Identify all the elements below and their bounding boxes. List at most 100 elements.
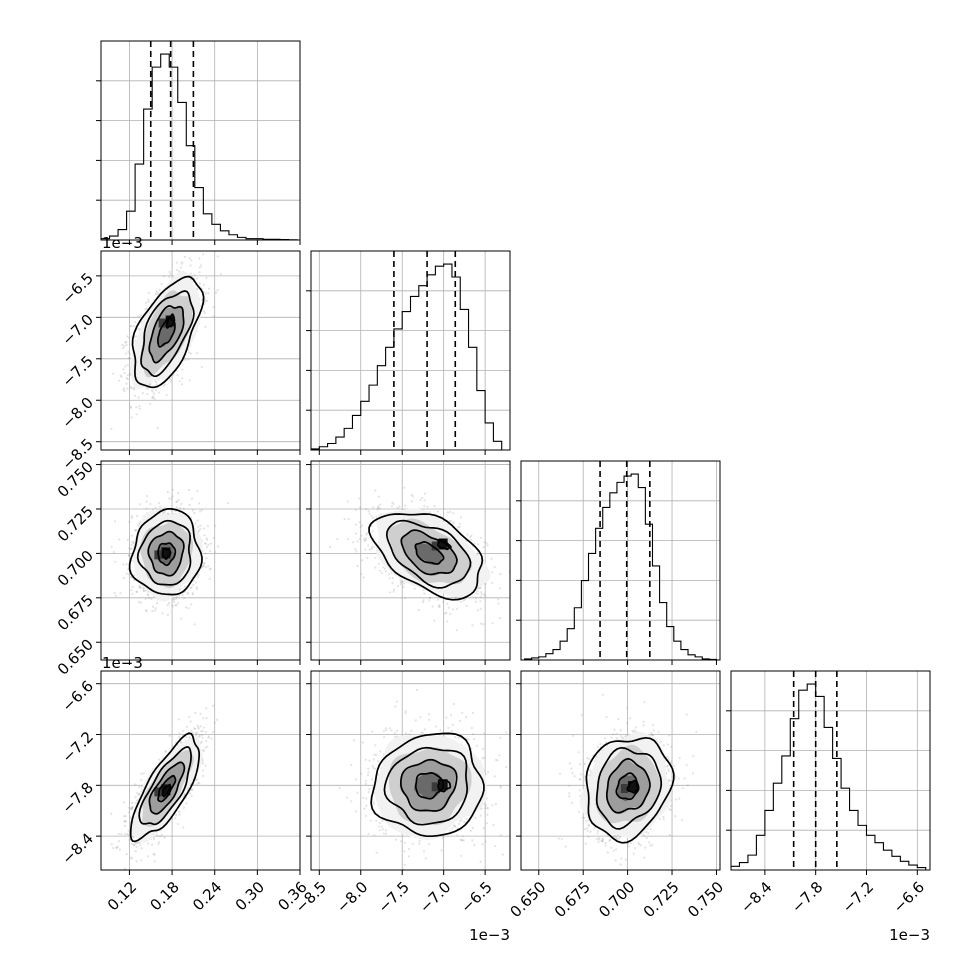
scatter-point bbox=[189, 352, 192, 355]
scatter-point bbox=[171, 495, 174, 498]
scatter-point bbox=[436, 510, 439, 513]
scatter-point bbox=[133, 388, 136, 391]
scatter-point bbox=[198, 257, 201, 260]
scatter-point bbox=[458, 522, 461, 525]
scatter-point bbox=[433, 619, 436, 622]
scatter-point bbox=[214, 524, 217, 527]
scatter-point bbox=[167, 602, 171, 605]
scatter-point bbox=[376, 505, 379, 508]
scatter-point bbox=[151, 390, 154, 393]
scatter-point bbox=[367, 544, 370, 547]
scatter-point bbox=[180, 502, 183, 505]
scatter-point bbox=[204, 300, 207, 303]
contour-line bbox=[148, 305, 185, 364]
scatter-point bbox=[135, 406, 138, 409]
scatter-point bbox=[370, 547, 373, 551]
scatter-point bbox=[203, 312, 206, 315]
scatter-point bbox=[356, 564, 359, 568]
scatter-point bbox=[125, 853, 128, 856]
scatter-point bbox=[365, 537, 368, 540]
scatter-point bbox=[454, 596, 458, 599]
scatter-point bbox=[120, 375, 123, 378]
scatter-point bbox=[182, 507, 185, 510]
scatter-point bbox=[138, 584, 141, 587]
scatter-point bbox=[473, 542, 476, 545]
scatter-point bbox=[126, 377, 129, 381]
scatter-point bbox=[469, 535, 472, 539]
scatter-point bbox=[133, 394, 137, 397]
histogram-step bbox=[101, 53, 298, 240]
scatter-point bbox=[189, 272, 192, 275]
scatter-point bbox=[124, 365, 127, 368]
scatter-point bbox=[387, 573, 391, 576]
scatter-point bbox=[362, 576, 365, 579]
scatter-point bbox=[195, 587, 199, 591]
scatter-point bbox=[191, 509, 194, 512]
scatter-point bbox=[360, 572, 363, 576]
scatter-point bbox=[343, 518, 346, 521]
scatter-point bbox=[127, 573, 130, 576]
scatter-point bbox=[179, 266, 182, 269]
scatter-point bbox=[206, 538, 209, 541]
scatter-point bbox=[499, 572, 502, 576]
scatter-point bbox=[197, 574, 200, 577]
scatter-point bbox=[476, 609, 480, 612]
scatter-point bbox=[214, 551, 217, 554]
scatter-point bbox=[181, 593, 184, 597]
scatter-point bbox=[142, 587, 145, 590]
scatter-point bbox=[479, 595, 482, 599]
scatter-point bbox=[130, 516, 133, 520]
scatter-point bbox=[354, 548, 357, 551]
scatter-point bbox=[202, 310, 206, 313]
scatter-point bbox=[175, 597, 178, 600]
scatter-point bbox=[163, 383, 166, 386]
scatter-point bbox=[168, 497, 171, 500]
scatter-point bbox=[478, 587, 481, 590]
scatter-point bbox=[128, 520, 131, 523]
scatter-point bbox=[177, 601, 180, 605]
scatter-point bbox=[96, 381, 98, 383]
scatter-point bbox=[127, 811, 131, 814]
scatter-point bbox=[486, 544, 489, 547]
scatter-point bbox=[455, 607, 459, 610]
scatter-point bbox=[177, 492, 180, 495]
scatter-point bbox=[216, 255, 219, 258]
scatter-point bbox=[491, 581, 494, 585]
scatter-point bbox=[179, 587, 182, 591]
scatter-point bbox=[122, 388, 125, 391]
scatter-point bbox=[122, 577, 125, 580]
panel-frame bbox=[520, 460, 721, 661]
scatter-point bbox=[163, 384, 166, 388]
scatter-point bbox=[398, 505, 401, 508]
scatter-point bbox=[203, 283, 206, 286]
scatter-point bbox=[130, 857, 133, 860]
scatter-point bbox=[480, 593, 483, 596]
scatter-point bbox=[195, 586, 198, 589]
scatter-point bbox=[421, 496, 424, 499]
scatter-point bbox=[358, 497, 361, 500]
scatter-point bbox=[145, 609, 148, 612]
scatter-point bbox=[181, 368, 184, 371]
scatter-point bbox=[145, 500, 148, 503]
hist-panel-0 bbox=[101, 41, 300, 240]
scatter-point bbox=[352, 541, 355, 544]
scatter-point bbox=[135, 590, 138, 593]
scatter-point bbox=[451, 522, 454, 525]
scatter-point bbox=[146, 307, 149, 310]
scatter-point bbox=[193, 274, 196, 277]
panel-frame bbox=[100, 460, 301, 661]
scatter-point bbox=[202, 527, 205, 530]
scatter-point bbox=[383, 567, 386, 570]
scatter-point bbox=[156, 427, 159, 430]
scatter-point bbox=[201, 566, 204, 569]
scatter-point bbox=[368, 548, 371, 551]
scatter-point bbox=[123, 390, 126, 393]
scatter-point bbox=[437, 605, 440, 608]
scatter-point bbox=[399, 581, 402, 584]
density-peak bbox=[165, 315, 175, 327]
scatter-point bbox=[196, 490, 199, 493]
scatter-point bbox=[426, 505, 429, 508]
scatter-point bbox=[183, 585, 187, 588]
scatter-point bbox=[483, 540, 486, 544]
scatter-point bbox=[200, 365, 203, 368]
